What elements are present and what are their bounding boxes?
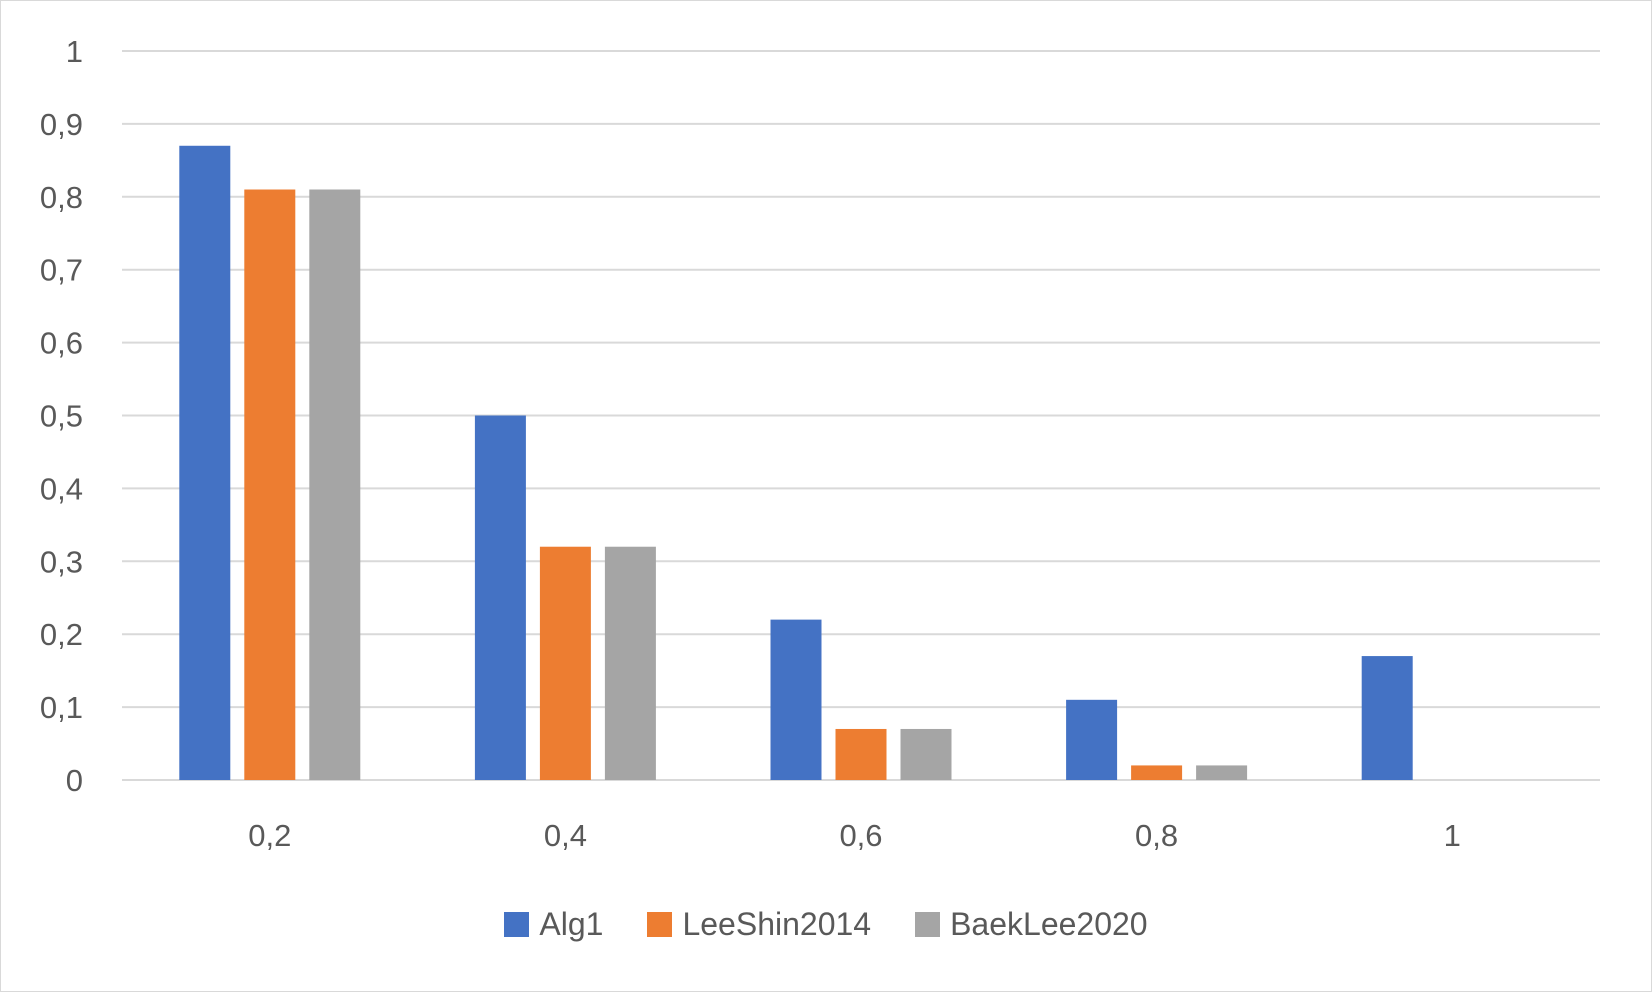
legend-item-baeklee2020: BaekLee2020	[915, 908, 1148, 940]
legend-swatch-alg1	[504, 911, 530, 937]
bars	[179, 145, 1413, 780]
bar-leeshin2014-2	[539, 546, 591, 780]
legend-item-leeshin2014: LeeShin2014	[647, 908, 871, 940]
y-tick-label: 0,3	[40, 544, 83, 579]
bar-leeshin2014-3	[835, 728, 887, 780]
y-tick-label: 0	[66, 763, 83, 798]
bar-leeshin2014-4	[1131, 765, 1183, 780]
bar-baeklee2020-1	[309, 189, 361, 780]
y-axis-ticks: 0 0,1 0,2 0,3 0,4 0,5 0,6 0,7 0,8 0,9 1	[40, 34, 83, 798]
x-tick-label: 1	[1444, 818, 1461, 853]
y-tick-label: 0,5	[40, 399, 83, 434]
bar-baeklee2020-3	[900, 728, 952, 780]
y-tick-label: 0,9	[40, 107, 83, 142]
y-tick-label: 0,8	[40, 180, 83, 215]
x-tick-label: 0,8	[1135, 818, 1178, 853]
legend-swatch-baeklee2020	[915, 911, 941, 937]
legend-item-alg1: Alg1	[504, 908, 603, 940]
legend-swatch-leeshin2014	[647, 911, 673, 937]
y-tick-label: 0,4	[40, 471, 83, 506]
legend: Alg1 LeeShin2014 BaekLee2020	[1, 899, 1651, 949]
y-tick-label: 0,2	[40, 617, 83, 652]
y-tick-label: 0,6	[40, 326, 83, 361]
legend-label-baeklee2020: BaekLee2020	[950, 906, 1148, 942]
bar-leeshin2014-1	[244, 189, 296, 780]
y-tick-label: 0,7	[40, 253, 83, 288]
bar-alg1-4	[1066, 699, 1118, 780]
x-tick-label: 0,4	[544, 818, 587, 853]
bar-baeklee2020-4	[1196, 765, 1248, 780]
gridlines	[122, 50, 1600, 781]
y-tick-label: 0,1	[40, 690, 83, 725]
legend-label-leeshin2014: LeeShin2014	[682, 906, 872, 942]
y-tick-label: 1	[66, 34, 83, 69]
legend-label-alg1: Alg1	[539, 906, 604, 942]
bar-alg1-2	[474, 415, 526, 780]
x-tick-label: 0,6	[839, 818, 882, 853]
bar-alg1-3	[770, 619, 822, 780]
x-tick-label: 0,2	[248, 818, 291, 853]
bar-alg1-5	[1361, 656, 1413, 780]
bar-baeklee2020-2	[604, 546, 656, 780]
bar-alg1-1	[179, 145, 231, 780]
x-axis-ticks: 0,2 0,4 0,6 0,8 1	[248, 818, 1461, 853]
